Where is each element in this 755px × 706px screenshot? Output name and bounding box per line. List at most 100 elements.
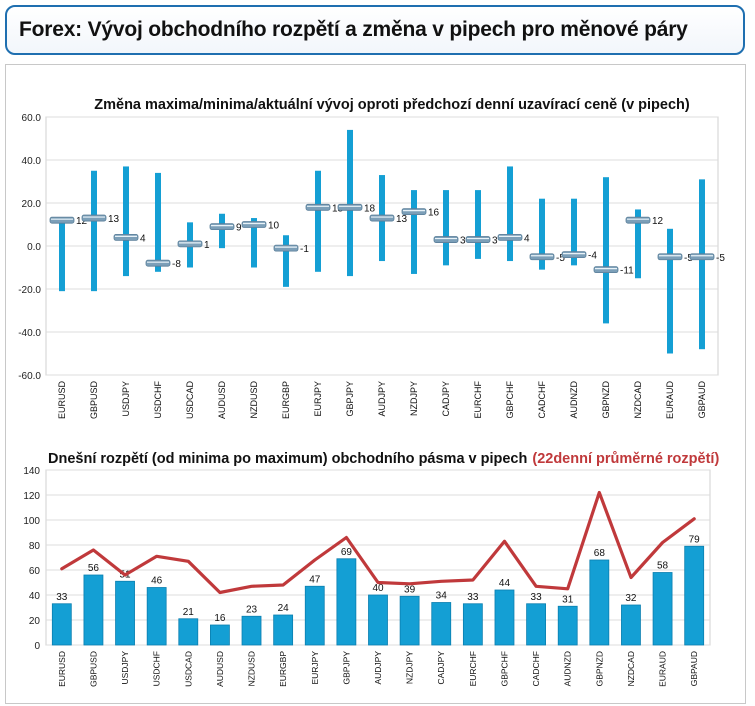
change-chart-x-tick: CADJPY <box>441 381 451 417</box>
change-chart-x-tick: EURJPY <box>313 381 323 417</box>
range-chart-x-tick: GBPUSD <box>88 651 98 687</box>
range-chart-x-tick: USDJPY <box>120 651 130 685</box>
change-chart-range-bar <box>219 213 225 249</box>
range-chart-x-tick: GBPJPY <box>341 651 351 685</box>
change-chart-current-marker <box>529 253 555 261</box>
range-chart-y-tick: 100 <box>23 516 40 527</box>
range-chart-bar <box>83 574 104 646</box>
change-chart-data-label: 18 <box>364 203 376 214</box>
range-chart-bar <box>115 580 135 646</box>
change-chart-x-tick: AUDNZD <box>569 381 579 419</box>
change-chart-data-label: 16 <box>428 208 440 219</box>
change-chart-x-tick: EURCHF <box>473 380 483 418</box>
change-chart-range-bar <box>123 166 129 277</box>
change-chart-range-bar <box>283 235 289 287</box>
range-chart-data-label: 32 <box>625 593 637 604</box>
range-chart-y-tick: 60 <box>29 566 41 577</box>
range-chart-data-label: 21 <box>183 607 195 618</box>
range-chart-data-label: 31 <box>562 594 574 605</box>
range-chart-x-tick: GBPNZD <box>594 651 604 686</box>
change-chart-y-tick: -20.0 <box>18 285 41 296</box>
range-chart-data-label: 33 <box>531 592 543 603</box>
change-chart-data-label: 3 <box>492 236 498 247</box>
change-chart-title: Změna maxima/minima/aktuální vývoj oprot… <box>94 97 690 113</box>
range-chart-y-tick: 120 <box>23 491 40 502</box>
range-chart-x-tick: EURGBP <box>278 651 288 687</box>
change-chart-y-tick: -40.0 <box>18 328 41 339</box>
change-chart-data-label: -8 <box>172 259 181 270</box>
range-chart-x-tick: AUDNZD <box>563 651 573 686</box>
change-chart-x-tick: EURGBP <box>281 381 291 419</box>
change-chart-current-marker <box>561 251 587 259</box>
range-chart-x-tick: NZDCAD <box>626 651 636 686</box>
change-chart-data-label: 4 <box>524 233 530 244</box>
change-chart-x-tick: NZDCAD <box>633 381 643 419</box>
change-chart-x-tick: AUDJPY <box>377 381 387 417</box>
page-header: Forex: Vývoj obchodního rozpětí a změna … <box>5 5 745 55</box>
change-chart-data-label: -4 <box>588 251 597 262</box>
change-chart-current-marker <box>305 203 331 211</box>
range-chart-data-label: 34 <box>436 591 448 602</box>
change-chart-data-label: 12 <box>652 216 664 227</box>
change-chart-range-bar <box>411 190 417 274</box>
change-chart-y-tick: 40.0 <box>22 156 42 167</box>
change-chart-range-bar <box>59 222 65 292</box>
change-chart-x-tick: EURAUD <box>665 381 675 420</box>
range-chart-x-tick: EURCHF <box>468 651 478 686</box>
range-chart-data-label: 44 <box>499 578 511 589</box>
range-chart-x-tick: USDCAD <box>183 651 193 687</box>
change-chart-x-tick: GBPNZD <box>601 381 611 419</box>
change-chart-range-bar <box>635 209 641 279</box>
change-chart-data-label: -5 <box>684 253 693 264</box>
range-chart-x-tick: AUDJPY <box>373 651 383 685</box>
range-chart: Dnešní rozpětí (od minima po maximum) ob… <box>23 451 719 687</box>
change-chart-range-bar <box>507 166 513 262</box>
change-chart-current-marker <box>625 216 651 224</box>
range-chart-bar <box>431 602 452 646</box>
range-chart-x-tick: EURUSD <box>57 651 67 687</box>
range-chart-y-tick: 140 <box>23 466 40 477</box>
range-chart-bar <box>494 589 515 646</box>
range-chart-x-tick: USDCHF <box>152 651 162 686</box>
range-chart-bar <box>589 559 610 646</box>
range-chart-data-label: 33 <box>467 592 479 603</box>
change-chart-data-label: 13 <box>108 214 120 225</box>
change-chart-current-marker <box>273 244 299 252</box>
change-chart-x-tick: GBPUSD <box>89 381 99 420</box>
range-chart-bar <box>178 618 199 646</box>
change-chart-range-bar <box>699 179 705 350</box>
range-chart-x-tick: GBPCHF <box>499 651 509 686</box>
change-chart-range-bar <box>539 198 545 270</box>
change-chart-data-label: -1 <box>300 244 309 255</box>
range-chart-bar <box>557 605 578 646</box>
range-chart-bar <box>336 558 357 646</box>
change-chart-current-marker <box>433 236 459 243</box>
range-chart-title-main: Dnešní rozpětí (od minima po maximum) ob… <box>48 451 527 467</box>
change-chart-x-tick: GBPAUD <box>697 381 707 419</box>
change-chart-data-label: -5 <box>716 253 725 264</box>
change-chart-data-label: 3 <box>460 236 466 247</box>
change-chart-y-tick: 20.0 <box>22 199 42 210</box>
change-chart-current-marker <box>593 266 619 274</box>
range-chart-bar <box>399 595 420 646</box>
range-chart-x-tick: EURJPY <box>310 651 320 685</box>
range-chart-bar <box>368 594 388 646</box>
change-chart-range-bar <box>155 172 161 272</box>
range-chart-title-highlight: (22denní průměrné rozpětí) <box>532 451 719 467</box>
range-chart-data-label: 33 <box>56 592 68 603</box>
change-chart: Změna maxima/minima/aktuální vývoj oprot… <box>18 97 725 419</box>
range-chart-y-tick: 0 <box>34 641 40 652</box>
range-chart-bar <box>304 585 325 646</box>
change-chart-current-marker <box>81 214 107 222</box>
change-chart-range-bar <box>443 190 449 266</box>
change-chart-data-label: 12 <box>76 216 88 227</box>
change-chart-data-label: -5 <box>556 253 565 264</box>
range-chart-data-label: 39 <box>404 584 416 595</box>
range-chart-x-tick: EURAUD <box>658 651 668 687</box>
change-chart-current-marker <box>369 214 395 222</box>
change-chart-range-bar <box>251 218 257 268</box>
change-chart-x-tick: NZDUSD <box>249 381 259 419</box>
change-chart-data-label: -11 <box>620 266 634 277</box>
change-chart-range-bar <box>91 170 97 292</box>
change-chart-data-label: 9 <box>236 223 242 234</box>
